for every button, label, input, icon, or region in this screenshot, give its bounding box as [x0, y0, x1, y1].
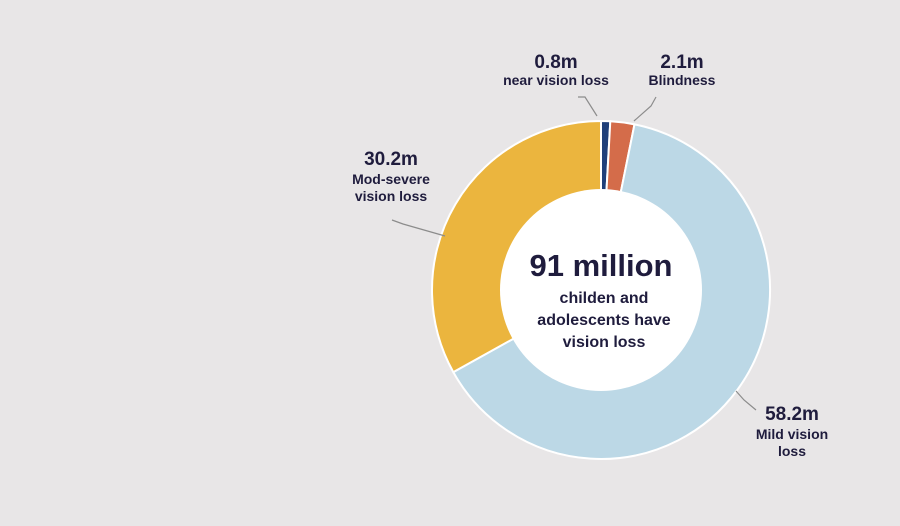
slice-label-blindness: Blindness	[649, 72, 716, 88]
center-caption-line-2: adolescents have	[537, 312, 671, 329]
slice-value-mild: 58.2m	[765, 404, 819, 425]
donut-hole	[500, 189, 702, 391]
slice-label-mild-line-2: loss	[778, 443, 806, 459]
slice-label-mild-line-1: Mild vision	[756, 426, 828, 442]
center-caption-line-3: vision loss	[563, 334, 646, 351]
slice-label-mod-severe-line-1: Mod-severe	[352, 171, 430, 187]
leader-line-blindness	[633, 96, 657, 122]
leader-line-mod-severe	[391, 219, 446, 237]
slice-value-blindness: 2.1m	[660, 52, 703, 73]
center-total-value: 91 million	[530, 248, 673, 283]
leader-line-mild	[735, 390, 757, 411]
center-caption-line-1: childen and	[560, 290, 649, 307]
leader-line-near-vision	[578, 96, 598, 117]
slice-label-mod-severe-line-2: vision loss	[355, 188, 428, 204]
slice-value-mod-severe: 30.2m	[364, 149, 418, 170]
slice-label-near-vision: near vision loss	[503, 72, 609, 88]
slice-value-near-vision: 0.8m	[534, 52, 577, 73]
